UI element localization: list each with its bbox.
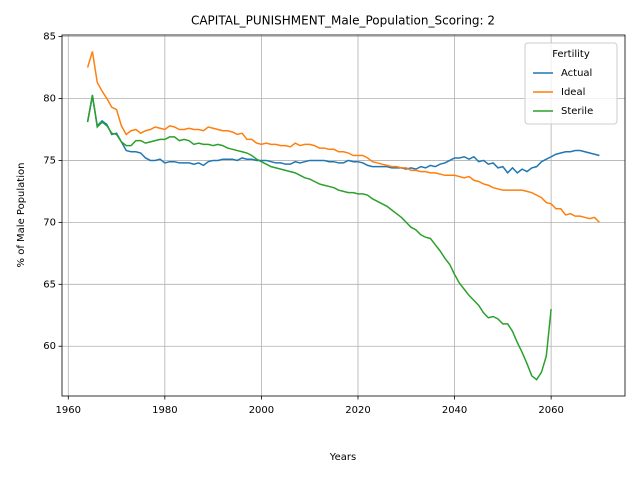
data-line bbox=[86, 94, 552, 381]
chart-title: CAPITAL_PUNISHMENT_Male_Population_Scori… bbox=[191, 14, 495, 28]
data-line bbox=[86, 95, 600, 174]
legend-box bbox=[524, 42, 618, 125]
x-tick-label: 1960 bbox=[56, 405, 81, 416]
legend-label: Ideal bbox=[561, 87, 585, 98]
plot-frame bbox=[61, 34, 626, 397]
y-tick-label: 70 bbox=[43, 217, 56, 228]
legend-label: Sterile bbox=[561, 106, 593, 117]
y-tick-label: 65 bbox=[43, 279, 56, 290]
x-tick-label: 1980 bbox=[152, 405, 177, 416]
legend-title: Fertility bbox=[552, 49, 590, 60]
x-axis-label: Years bbox=[329, 452, 356, 463]
y-tick-label: 75 bbox=[43, 155, 56, 166]
y-tick-label: 60 bbox=[43, 341, 56, 352]
y-axis-label: % of Male Population bbox=[16, 163, 27, 268]
x-tick-label: 2000 bbox=[249, 405, 274, 416]
data-line bbox=[86, 51, 600, 223]
x-tick-label: 2020 bbox=[345, 405, 370, 416]
y-tick-label: 85 bbox=[43, 32, 56, 43]
y-tick-label: 80 bbox=[43, 94, 56, 105]
legend-label: Actual bbox=[561, 68, 592, 79]
x-tick-label: 2040 bbox=[442, 405, 467, 416]
x-tick-label: 2060 bbox=[538, 405, 563, 416]
